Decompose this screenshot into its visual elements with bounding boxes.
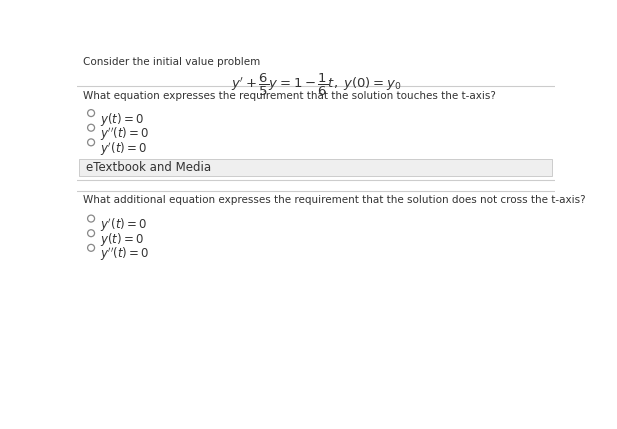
Text: $y'(t) = 0$: $y'(t) = 0$ — [101, 216, 147, 234]
Text: $y' + \dfrac{6}{5}y = 1 - \dfrac{1}{6}t, \; y(0) = y_0$: $y' + \dfrac{6}{5}y = 1 - \dfrac{1}{6}t,… — [231, 72, 401, 98]
Text: $y''(t) = 0$: $y''(t) = 0$ — [101, 125, 150, 143]
Text: What additional equation expresses the requirement that the solution does not cr: What additional equation expresses the r… — [83, 196, 586, 205]
Text: eTextbook and Media: eTextbook and Media — [86, 161, 212, 174]
Text: What equation expresses the requirement that the solution touches the t-axis?: What equation expresses the requirement … — [83, 91, 496, 101]
Text: $y''(t) = 0$: $y''(t) = 0$ — [101, 245, 150, 263]
FancyBboxPatch shape — [79, 159, 552, 176]
Text: $y(t) = 0$: $y(t) = 0$ — [101, 111, 144, 128]
Text: Consider the initial value problem: Consider the initial value problem — [83, 57, 260, 67]
Text: $y(t) = 0$: $y(t) = 0$ — [101, 231, 144, 248]
Text: $y'(t) = 0$: $y'(t) = 0$ — [101, 140, 147, 157]
